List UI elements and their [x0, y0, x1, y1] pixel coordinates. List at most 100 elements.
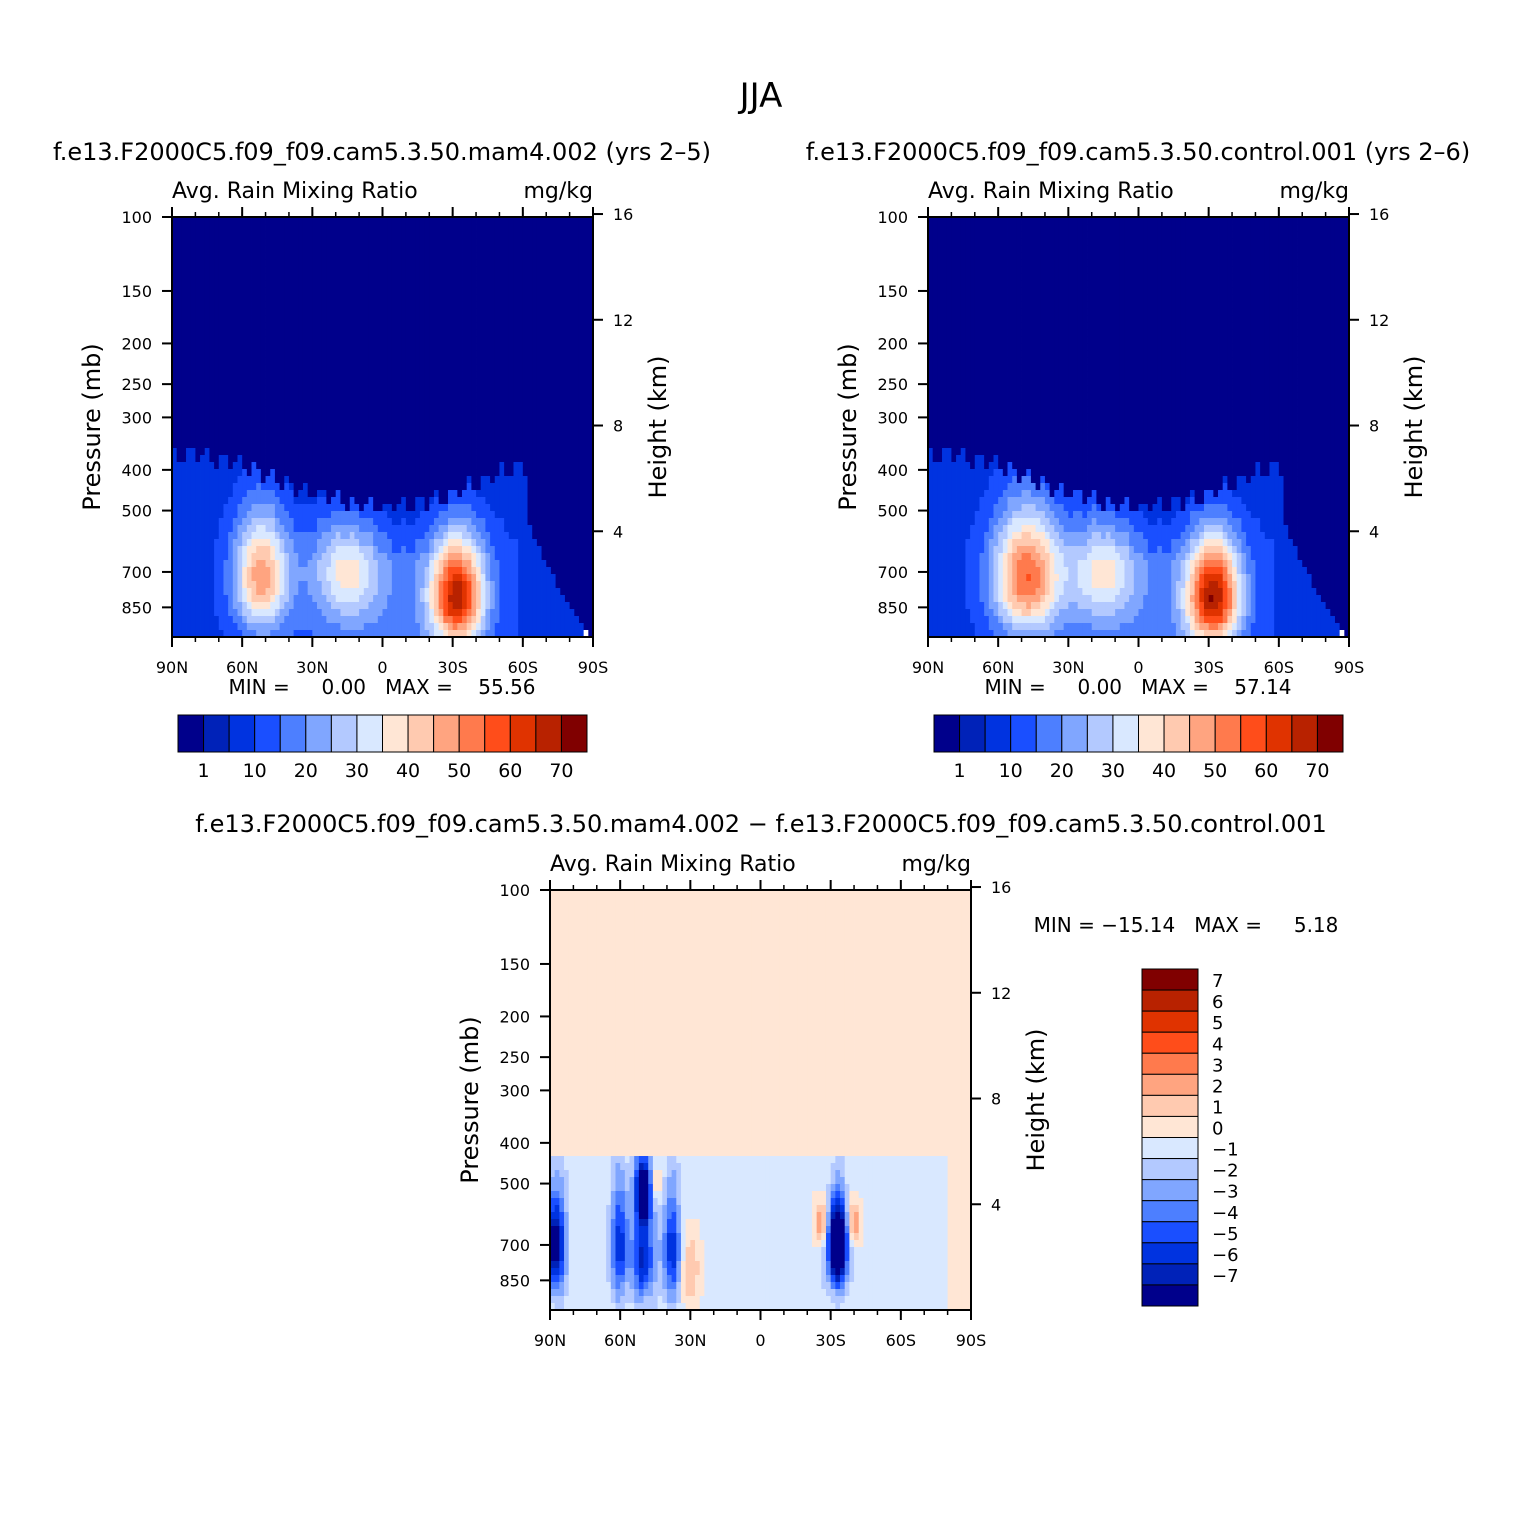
contour-cell [536, 546, 542, 554]
contour-cell [391, 588, 397, 596]
contour-cell [532, 378, 538, 386]
contour-cell [359, 567, 365, 575]
contour-cell [447, 455, 454, 463]
contour-cell [462, 406, 468, 414]
contour-cell [560, 434, 566, 442]
contour-cell [546, 245, 552, 253]
contour-cell [471, 287, 477, 295]
contour-cell [466, 280, 472, 288]
contour-cell [270, 406, 276, 414]
contour-cell [564, 427, 571, 435]
contour-cell [560, 399, 566, 407]
contour-cell [508, 336, 514, 344]
contour-cell [447, 532, 454, 540]
contour-cell [331, 294, 337, 302]
contour-cell [457, 280, 463, 288]
contour-cell [485, 476, 491, 484]
contour-cell [419, 455, 425, 463]
contour-cell [532, 476, 538, 484]
contour-cell [223, 343, 229, 351]
contour-cell [200, 462, 206, 470]
contour-cell [321, 469, 327, 477]
contour-cell [200, 266, 206, 274]
contour-cell [578, 441, 585, 449]
contour-cell [410, 581, 416, 589]
contour-cell [518, 224, 524, 232]
contour-cell [260, 539, 266, 547]
contour-cell [499, 490, 505, 498]
contour-cell [429, 560, 435, 568]
contour-cell [242, 378, 248, 386]
contour-cell [447, 231, 454, 239]
contour-cell [228, 483, 234, 491]
contour-cell [433, 434, 440, 442]
contour-cell [532, 490, 538, 498]
contour-cell [569, 252, 575, 260]
contour-cell [232, 560, 238, 568]
contour-cell [312, 595, 318, 603]
contour-cell [499, 483, 505, 491]
contour-cell [574, 448, 580, 456]
contour-cell [377, 301, 383, 309]
contour-cell [480, 273, 486, 281]
contour-cell [340, 322, 346, 330]
contour-cell [457, 469, 463, 477]
contour-cell [340, 287, 346, 295]
contour-cell [368, 273, 374, 281]
contour-cell [340, 406, 346, 414]
contour-cell [246, 595, 252, 603]
contour-cell [429, 546, 435, 554]
contour-cell [447, 567, 454, 575]
contour-cell [176, 511, 182, 519]
contour-cell [508, 553, 514, 561]
contour-cell [480, 385, 486, 393]
contour-cell [401, 560, 407, 568]
contour-cell [419, 245, 425, 253]
contour-cell [321, 462, 327, 470]
contour-cell [251, 399, 257, 407]
contour-cell [508, 329, 514, 337]
contour-cell [265, 315, 271, 323]
contour-cell [354, 511, 360, 519]
contour-cell [550, 357, 556, 365]
contour-cell [218, 553, 224, 561]
contour-cell [532, 231, 538, 239]
contour-cell [546, 525, 552, 533]
contour-cell [321, 231, 327, 239]
contour-cell [349, 301, 355, 309]
contour-cell [527, 245, 533, 253]
contour-cell [518, 553, 524, 561]
contour-cell [270, 392, 276, 400]
contour-cell [363, 399, 369, 407]
contour-cell [424, 560, 430, 568]
contour-cell [176, 392, 182, 400]
contour-cell [536, 588, 542, 596]
contour-cell [410, 455, 416, 463]
contour-cell [251, 217, 257, 225]
contour-cell [377, 266, 383, 274]
contour-cell [387, 392, 393, 400]
contour-cell [564, 455, 571, 463]
contour-cell [218, 266, 224, 274]
contour-cell [214, 539, 220, 547]
contour-cell [181, 420, 187, 428]
contour-cell [265, 595, 271, 603]
contour-cell [471, 308, 477, 316]
contour-cell [564, 483, 571, 491]
contour-cell [555, 273, 561, 281]
contour-cell [569, 434, 575, 442]
contour-cell [242, 511, 248, 519]
contour-cell [546, 315, 552, 323]
contour-cell [466, 287, 472, 295]
contour-cell [209, 476, 215, 484]
contour-cell [359, 322, 365, 330]
contour-cell [550, 413, 556, 421]
contour-cell [504, 371, 510, 379]
contour-cell [317, 399, 323, 407]
contour-cell [354, 308, 360, 316]
contour-cell [433, 364, 440, 372]
contour-cell [265, 441, 271, 449]
contour-cell [270, 217, 276, 225]
contour-cell [331, 504, 337, 512]
contour-cell [274, 301, 280, 309]
